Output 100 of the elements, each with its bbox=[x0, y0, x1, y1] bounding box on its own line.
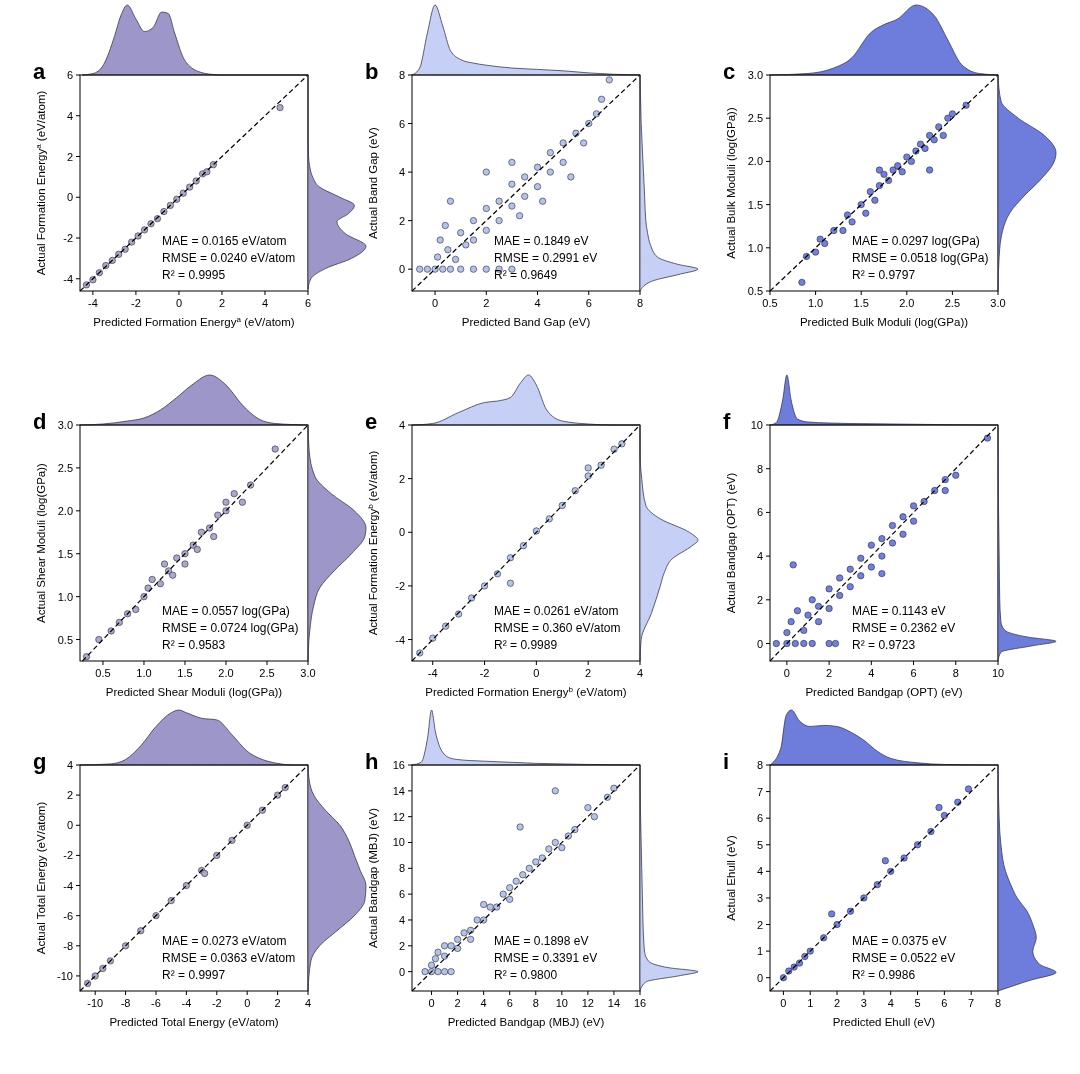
x-tick-label: 8 bbox=[994, 997, 1002, 1009]
point bbox=[480, 900, 488, 908]
point bbox=[857, 572, 865, 580]
x-tick-label: 4 bbox=[636, 667, 644, 679]
point bbox=[508, 265, 516, 273]
point bbox=[935, 123, 943, 131]
x-tick-label: 0.5 bbox=[95, 667, 111, 679]
point bbox=[462, 241, 470, 249]
point bbox=[930, 136, 938, 144]
point bbox=[525, 864, 533, 872]
point bbox=[181, 560, 189, 568]
point bbox=[941, 487, 949, 495]
point bbox=[815, 618, 823, 626]
y-tick-label: 2 bbox=[398, 939, 405, 952]
y-tick-label: 6 bbox=[398, 888, 405, 901]
point bbox=[789, 561, 797, 569]
x-tick-label: 0 bbox=[431, 297, 439, 309]
x-tick-label: 1.5 bbox=[853, 297, 869, 309]
point bbox=[567, 173, 575, 181]
y-tick-label: 2.5 bbox=[747, 112, 763, 125]
y-tick-label: 0 bbox=[398, 965, 405, 978]
y-tick-label: -2 bbox=[395, 579, 405, 592]
y-tick-label: 16 bbox=[392, 759, 405, 771]
x-tick-label: 8 bbox=[636, 297, 644, 309]
chart-title: g bbox=[33, 749, 47, 774]
chart-title: f bbox=[723, 409, 731, 434]
point bbox=[214, 511, 222, 519]
x-tick-label: 6 bbox=[506, 997, 513, 1009]
point bbox=[871, 196, 879, 204]
x-tick-label: 10 bbox=[991, 667, 1005, 679]
point bbox=[423, 265, 431, 273]
y-tick-label: 8 bbox=[398, 69, 405, 81]
point bbox=[506, 884, 514, 892]
point bbox=[538, 854, 546, 862]
point bbox=[482, 168, 490, 176]
point bbox=[791, 640, 799, 648]
point bbox=[812, 248, 820, 256]
point bbox=[888, 522, 896, 530]
y-tick-label: 10 bbox=[392, 836, 405, 849]
point bbox=[798, 278, 806, 286]
point bbox=[506, 579, 514, 587]
point bbox=[460, 929, 468, 937]
y-tick-label: 0 bbox=[398, 526, 405, 539]
y-tick-label: 4 bbox=[66, 759, 73, 771]
annotation: R² = 0.9583 bbox=[162, 638, 226, 652]
point bbox=[238, 498, 246, 506]
y-axis-title: Actual Total Energy (eV/atom) bbox=[35, 801, 47, 955]
x-tick-label: 0 bbox=[780, 997, 787, 1009]
annotation: MAE = 0.1143 eV bbox=[852, 604, 946, 618]
annotation: R² = 0.9649 bbox=[494, 268, 558, 282]
x-tick-label: 2 bbox=[274, 997, 281, 1009]
point bbox=[156, 580, 164, 588]
point bbox=[482, 226, 490, 234]
point bbox=[545, 845, 553, 853]
point bbox=[434, 253, 442, 261]
point bbox=[519, 871, 527, 879]
point bbox=[148, 575, 156, 583]
point bbox=[825, 605, 833, 613]
y-tick-label: 2 bbox=[398, 214, 405, 227]
y-tick-label: -4 bbox=[63, 272, 73, 285]
point bbox=[452, 255, 460, 263]
x-tick-label: 2 bbox=[483, 297, 490, 309]
point bbox=[446, 197, 454, 205]
point bbox=[825, 640, 833, 648]
y-tick-label: 2 bbox=[66, 150, 73, 163]
point bbox=[836, 591, 844, 599]
x-tick-label: 2 bbox=[454, 997, 461, 1009]
point bbox=[899, 513, 907, 521]
annotation: R² = 0.9723 bbox=[852, 638, 916, 652]
y-tick-label: 3.0 bbox=[57, 419, 73, 431]
x-axis-title: Predicted Bulk Moduli (log(GPa)) bbox=[799, 316, 969, 328]
y-tick-label: 14 bbox=[392, 784, 405, 797]
point bbox=[276, 104, 284, 112]
x-tick-label: 1.5 bbox=[177, 667, 193, 679]
point bbox=[926, 131, 934, 139]
point bbox=[519, 542, 527, 550]
y-tick-label: 2.0 bbox=[747, 155, 763, 168]
chart-title: e bbox=[365, 409, 378, 434]
x-tick-label: 8 bbox=[532, 997, 539, 1009]
point bbox=[828, 910, 836, 918]
point bbox=[559, 158, 567, 166]
point bbox=[431, 955, 439, 963]
point bbox=[808, 596, 816, 604]
x-axis-title: Predicted Band Gap (eV) bbox=[461, 316, 591, 328]
y-tick-label: 0.5 bbox=[747, 285, 763, 297]
point bbox=[910, 517, 918, 525]
x-tick-label: -4 bbox=[88, 297, 98, 309]
y-axis-title: Actual Bandgap (MBJ) (eV) bbox=[367, 807, 379, 948]
chart-title: c bbox=[723, 59, 736, 84]
x-tick-label: 6 bbox=[585, 297, 592, 309]
y-tick-label: 0 bbox=[756, 971, 763, 984]
point bbox=[888, 539, 896, 547]
point bbox=[197, 528, 205, 536]
point bbox=[903, 153, 911, 161]
point bbox=[939, 131, 947, 139]
point bbox=[800, 626, 808, 634]
point bbox=[889, 166, 897, 174]
point bbox=[271, 445, 279, 453]
y-tick-label: 8 bbox=[398, 862, 405, 875]
y-tick-label: 4 bbox=[66, 109, 73, 122]
